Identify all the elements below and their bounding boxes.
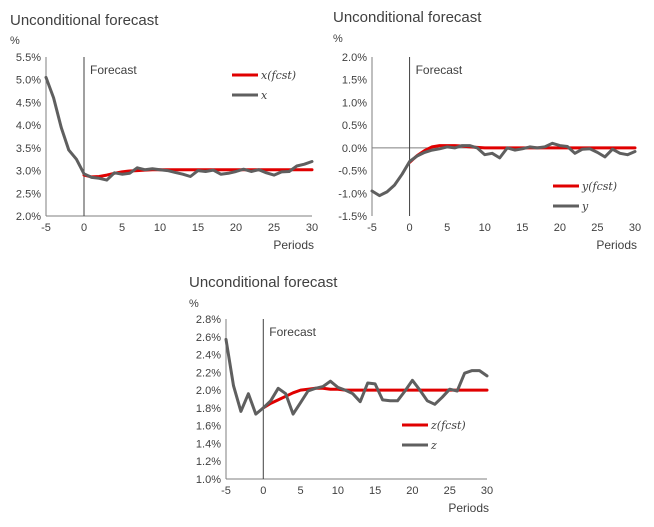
y-tick-label: 2.0% — [16, 211, 41, 223]
legend-label: x — [261, 89, 268, 102]
x-tick-label: 10 — [332, 485, 344, 497]
x-tick-label: 0 — [81, 222, 87, 234]
x-tick-label: 25 — [268, 222, 280, 234]
chart-title: Unconditional forecast — [189, 274, 338, 291]
y-tick-label: 4.0% — [16, 120, 41, 132]
x-tick-label: 5 — [119, 222, 125, 234]
x-tick-label: -5 — [367, 222, 377, 234]
x-tick-label: 5 — [444, 222, 450, 234]
y-tick-label: 0.0% — [342, 143, 367, 155]
y-tick-label: 2.8% — [196, 314, 221, 326]
x-tick-label: 15 — [369, 485, 381, 497]
y-tick-label: 2.0% — [196, 385, 221, 397]
y-tick-label: 1.8% — [196, 403, 221, 415]
y-tick-label: 3.0% — [16, 166, 41, 178]
y-axis-unit: % — [189, 298, 199, 310]
series-line-actual — [370, 141, 637, 198]
legend-label: z(fcst) — [430, 419, 466, 432]
x-tick-label: 20 — [406, 485, 418, 497]
y-tick-label: 2.6% — [196, 332, 221, 344]
legend-label: y(fcst) — [581, 180, 617, 193]
y-tick-label: -1.5% — [338, 211, 367, 223]
forecast-label: Forecast — [416, 63, 463, 77]
x-tick-label: -5 — [41, 222, 51, 234]
chart-2: Unconditional forecast% -1.5% -1.0% -0.5% 0.… — [333, 9, 641, 252]
x-tick-label: 0 — [260, 485, 266, 497]
x-tick-label: 30 — [481, 485, 493, 497]
x-axis-title: Periods — [273, 238, 314, 252]
x-axis-title: Periods — [448, 501, 489, 515]
y-tick-label: 2.4% — [196, 350, 221, 362]
x-tick-label: 5 — [298, 485, 304, 497]
y-tick-label: -0.5% — [338, 166, 367, 178]
x-axis-title: Periods — [596, 238, 637, 252]
chart-title: Unconditional forecast — [333, 9, 482, 26]
y-axis-unit: % — [10, 35, 20, 47]
x-tick-label: 30 — [629, 222, 641, 234]
x-tick-label: 25 — [444, 485, 456, 497]
forecast-label: Forecast — [269, 325, 316, 339]
legend-label: x(fcst) — [261, 69, 296, 82]
x-tick-label: 30 — [306, 222, 318, 234]
chart-title: Unconditional forecast — [10, 12, 159, 29]
y-tick-label: 5.5% — [16, 52, 41, 64]
y-tick-label: 5.0% — [16, 75, 41, 87]
y-tick-label: 4.5% — [16, 97, 41, 109]
y-tick-label: 1.4% — [196, 438, 221, 450]
legend-label: z — [430, 439, 437, 452]
y-tick-label: 2.0% — [342, 52, 367, 64]
x-tick-label: 25 — [591, 222, 603, 234]
legend-label: y — [581, 200, 589, 213]
y-tick-label: 1.2% — [196, 456, 221, 468]
y-tick-label: -1.0% — [338, 188, 367, 200]
x-tick-label: -5 — [221, 485, 231, 497]
y-tick-label: 1.0% — [342, 97, 367, 109]
chart-3: Unconditional forecast% 1.0% 1.2% 1.4% 1.6% 1… — [189, 274, 493, 515]
y-tick-label: 2.5% — [16, 188, 41, 200]
x-tick-label: 15 — [516, 222, 528, 234]
series-line-actual — [44, 75, 314, 182]
y-tick-label: 3.5% — [16, 143, 41, 155]
x-tick-label: 20 — [230, 222, 242, 234]
y-tick-label: 1.6% — [196, 421, 221, 433]
y-axis-unit: % — [333, 33, 343, 45]
y-tick-label: 1.5% — [342, 75, 367, 87]
x-tick-label: 15 — [192, 222, 204, 234]
forecast-label: Forecast — [90, 63, 137, 77]
x-tick-label: 0 — [407, 222, 413, 234]
x-tick-label: 10 — [479, 222, 491, 234]
y-tick-label: 1.0% — [196, 474, 221, 486]
series-line-actual — [224, 337, 489, 416]
y-tick-label: 0.5% — [342, 120, 367, 132]
x-tick-label: 20 — [554, 222, 566, 234]
y-tick-label: 2.2% — [196, 367, 221, 379]
x-tick-label: 10 — [154, 222, 166, 234]
chart-1: Unconditional forecast% 2.0% 2.5% 3.0% 3.5% 4… — [10, 12, 318, 252]
